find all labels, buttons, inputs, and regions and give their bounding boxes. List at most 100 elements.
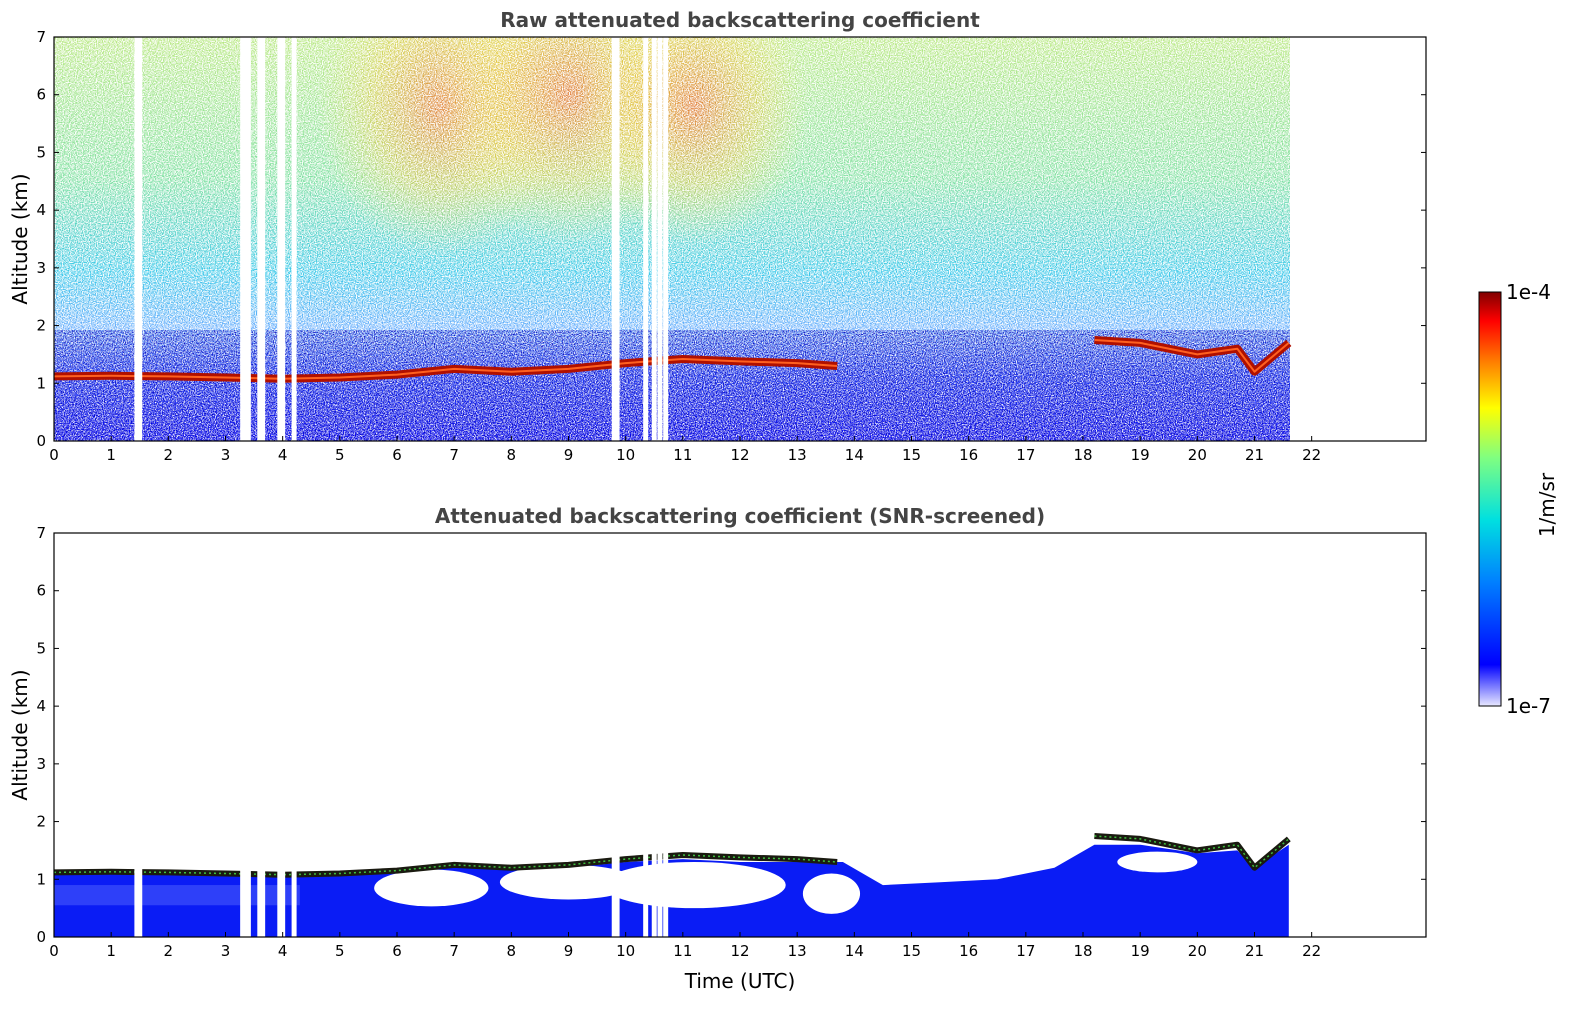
colorbar-unit-label: 1/m/sr xyxy=(1535,472,1559,537)
raw-x-tick-label: 22 xyxy=(1302,446,1321,464)
snr-missing-data-gap xyxy=(260,533,266,937)
raw-y-tick-label: 7 xyxy=(36,28,46,46)
raw-x-tick-label: 0 xyxy=(49,446,59,464)
raw-x-ticks: 0 1 2 3 4 5 6 7 8 9 10 11 12 13 14 15 16 17 18 19 20 21 22 xyxy=(49,436,1321,464)
snr-x-tick-label: 19 xyxy=(1131,942,1150,960)
snr-missing-data-gap xyxy=(134,533,140,937)
snr-y-tick-label: 1 xyxy=(36,870,46,888)
raw-x-tick-label: 10 xyxy=(616,446,635,464)
raw-missing-data-gap xyxy=(134,37,140,441)
raw-missing-data-gap xyxy=(657,37,663,441)
snr-cloud-layer xyxy=(54,833,1291,878)
raw-missing-data-gap xyxy=(611,37,617,441)
raw-x-tick-label: 12 xyxy=(730,446,749,464)
raw-missing-data-gap xyxy=(280,37,286,441)
raw-y-tick-label: 5 xyxy=(36,143,46,161)
raw-x-tick-label: 16 xyxy=(959,446,978,464)
snr-x-tick-label: 22 xyxy=(1302,942,1321,960)
raw-x-tick-label: 8 xyxy=(507,446,517,464)
snr-y-tick-label: 0 xyxy=(36,928,46,946)
raw-missing-data-gap xyxy=(643,37,649,441)
raw-missing-data-gap xyxy=(614,37,620,441)
snr-missing-data-gap xyxy=(651,533,657,937)
snr-x-tick-label: 2 xyxy=(164,942,174,960)
snr-missing-data-gap xyxy=(257,533,263,937)
snr-x-tick-label: 20 xyxy=(1188,942,1207,960)
raw-y-ticks: 0 1 2 3 4 5 6 7 xyxy=(36,28,1426,450)
raw-x-tick-label: 11 xyxy=(673,446,692,464)
snr-x-tick-label: 3 xyxy=(221,942,231,960)
snr-missing-data-gap xyxy=(657,533,663,937)
snr-x-tick-label: 16 xyxy=(959,942,978,960)
snr-y-tick-label: 7 xyxy=(36,524,46,542)
snr-x-tick-label: 14 xyxy=(845,942,864,960)
snr-heatmap xyxy=(54,533,1291,937)
snr-x-tick-label: 1 xyxy=(106,942,116,960)
colorbar: 1e-4 1e-7 1/m/sr xyxy=(1478,280,1559,718)
snr-panel-title: Attenuated backscattering coefficient (S… xyxy=(435,504,1045,528)
snr-missing-data-gap xyxy=(663,533,669,937)
snr-cloud-line-edge xyxy=(1094,835,1290,869)
snr-missing-data-gap xyxy=(277,533,283,937)
raw-y-tick-label: 3 xyxy=(36,259,46,277)
raw-missing-data-gap xyxy=(240,37,246,441)
snr-x-tick-label: 9 xyxy=(564,942,574,960)
snr-y-ticks: 0 1 2 3 4 5 6 7 xyxy=(36,524,1426,946)
snr-y-tick-label: 6 xyxy=(36,582,46,600)
snr-x-tick-label: 4 xyxy=(278,942,288,960)
raw-x-tick-label: 20 xyxy=(1188,446,1207,464)
snr-missing-data-gap xyxy=(614,533,620,937)
raw-missing-data-gap xyxy=(257,37,263,441)
raw-x-tick-label: 13 xyxy=(788,446,807,464)
raw-y-tick-label: 2 xyxy=(36,317,46,335)
raw-y-axis-label: Altitude (km) xyxy=(8,173,32,304)
raw-x-tick-label: 2 xyxy=(164,446,174,464)
raw-x-tick-label: 15 xyxy=(902,446,921,464)
raw-missing-data-gap xyxy=(260,37,266,441)
raw-x-tick-label: 21 xyxy=(1245,446,1264,464)
snr-screened-pocket xyxy=(802,873,861,914)
raw-panel-title: Raw attenuated backscattering coefficien… xyxy=(500,8,980,32)
raw-backscatter-panel: Raw attenuated backscattering coefficien… xyxy=(8,8,1427,464)
snr-x-tick-label: 6 xyxy=(392,942,402,960)
snr-cloud-line-edge xyxy=(54,854,838,876)
snr-x-tick-label: 13 xyxy=(788,942,807,960)
snr-boundary-layer-fill xyxy=(54,844,1289,937)
raw-missing-data-gaps xyxy=(134,37,669,441)
raw-cloud-line-core xyxy=(1094,339,1290,373)
raw-x-tick-label: 6 xyxy=(392,446,402,464)
raw-y-tick-label: 0 xyxy=(36,432,46,450)
raw-missing-data-gap xyxy=(291,37,297,441)
x-axis-label: Time (UTC) xyxy=(684,969,796,993)
snr-missing-data-gap xyxy=(240,533,246,937)
snr-x-tick-label: 18 xyxy=(1073,942,1092,960)
snr-x-tick-label: 8 xyxy=(507,942,517,960)
raw-x-tick-label: 7 xyxy=(449,446,459,464)
raw-x-tick-label: 9 xyxy=(564,446,574,464)
snr-screened-pocket xyxy=(499,864,638,900)
snr-missing-data-gap xyxy=(291,533,297,937)
snr-missing-data-gap xyxy=(245,533,251,937)
snr-screened-panel: Attenuated backscattering coefficient (S… xyxy=(8,504,1427,993)
raw-x-tick-label: 5 xyxy=(335,446,345,464)
raw-x-tick-label: 14 xyxy=(845,446,864,464)
raw-missing-data-gap xyxy=(651,37,657,441)
snr-missing-data-gaps xyxy=(134,533,669,937)
colorbar-min-label: 1e-7 xyxy=(1506,694,1551,718)
raw-y-tick-label: 1 xyxy=(36,374,46,392)
snr-x-ticks: 0 1 2 3 4 5 6 7 8 9 10 11 12 13 14 15 16 17 18 19 20 21 22 xyxy=(49,932,1321,960)
snr-y-tick-label: 2 xyxy=(36,813,46,831)
snr-y-axis-label: Altitude (km) xyxy=(8,669,32,800)
snr-screened-pocket xyxy=(1117,851,1198,873)
raw-missing-data-gap xyxy=(277,37,283,441)
snr-x-tick-label: 17 xyxy=(1016,942,1035,960)
snr-x-tick-label: 11 xyxy=(673,942,692,960)
raw-y-tick-label: 6 xyxy=(36,86,46,104)
snr-x-tick-label: 10 xyxy=(616,942,635,960)
snr-haze-band xyxy=(54,885,300,906)
raw-x-tick-label: 1 xyxy=(106,446,116,464)
colorbar-max-label: 1e-4 xyxy=(1506,280,1551,304)
raw-y-tick-label: 4 xyxy=(36,201,46,219)
